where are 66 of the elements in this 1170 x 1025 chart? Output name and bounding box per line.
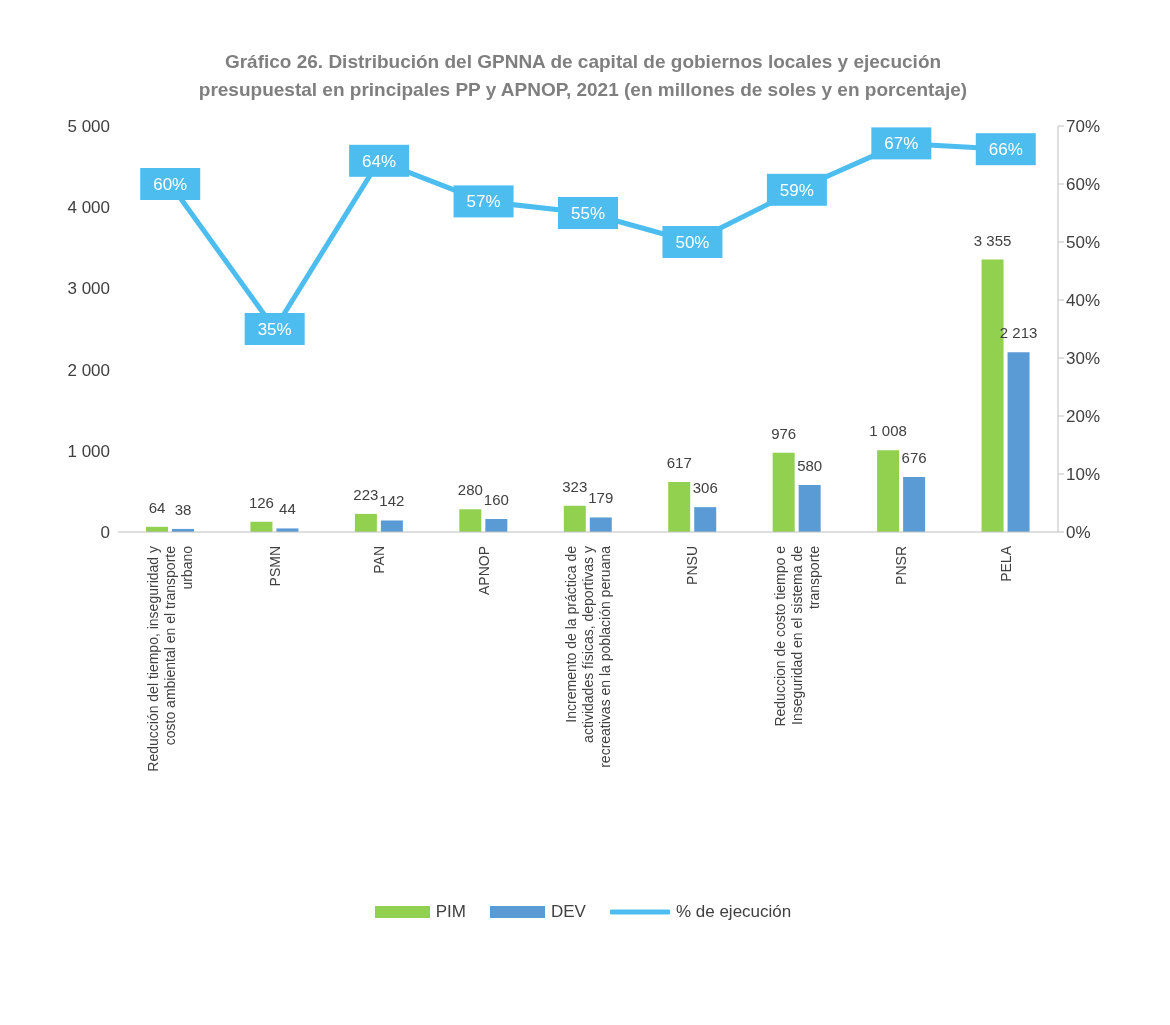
data-label: 64% — [362, 151, 397, 171]
data-label: 66% — [988, 140, 1023, 160]
x-tick-label: PSMN — [266, 546, 283, 587]
y-tick-label: 0 — [100, 523, 110, 543]
bar — [668, 481, 691, 532]
y-tick-label: 5 000 — [67, 117, 110, 137]
data-label: 35% — [257, 320, 292, 339]
data-label: 44 — [279, 500, 296, 518]
legend-label: DEV — [549, 902, 586, 922]
chart-title: Gráfico 26. Distribución del GPNNA de capital de gobiernos locales y ejecución presupuestal en principales PP y APNOP, 2021 (en millones de soles y en porcentaje) — [197, 50, 969, 102]
data-label: 38 — [174, 500, 192, 518]
y2-tick-label: 60% — [1066, 175, 1101, 195]
x-tick-label: PELA — [997, 545, 1014, 582]
data-label: 60% — [153, 175, 188, 194]
bar — [903, 477, 926, 532]
y-tick-label: 1 000 — [67, 441, 110, 461]
x-tick-label: PAN — [371, 546, 388, 574]
bar — [459, 509, 482, 532]
x-tick-label: APNOP — [475, 546, 492, 596]
bar — [563, 505, 586, 532]
x-tick-label: Reducción del tiempo, inseguridad y costo ambiental en el transporte urbano — [145, 545, 196, 772]
data-label: 50% — [675, 233, 710, 252]
y2-tick-label: 0% — [1066, 523, 1091, 543]
bar — [877, 450, 900, 532]
bar — [354, 513, 377, 532]
y-tick-label: 2 000 — [67, 360, 110, 380]
data-label: 55% — [570, 204, 606, 223]
y2-tick-label: 40% — [1066, 291, 1101, 311]
data-label: 59% — [779, 180, 814, 200]
data-label: 580 — [797, 456, 823, 474]
x-tick-label: PNSR — [893, 546, 910, 585]
data-label: 617 — [666, 453, 692, 471]
data-label: 676 — [901, 449, 927, 467]
y2-tick-label: 70% — [1066, 117, 1101, 137]
bar — [772, 452, 795, 532]
x-tick-label: Reduccion de costo tiempo e Inseguridad en el sistema de transporte — [771, 545, 822, 727]
bar — [1007, 352, 1030, 532]
data-label: 142 — [379, 492, 405, 510]
bar — [380, 520, 403, 532]
data-label: 323 — [562, 477, 588, 495]
data-label: 64 — [148, 498, 166, 516]
data-label: 306 — [692, 479, 718, 497]
data-label: 280 — [457, 481, 483, 499]
data-label: 160 — [483, 491, 509, 509]
data-label: 976 — [771, 424, 797, 442]
bar — [694, 507, 717, 532]
bar — [485, 519, 508, 532]
data-label: 223 — [353, 485, 379, 503]
legend-label: % de ejecución — [674, 902, 792, 922]
y2-tick-label: 50% — [1066, 233, 1101, 253]
y-tick-label: 3 000 — [67, 279, 110, 299]
bar — [798, 484, 821, 532]
y-tick-label: 4 000 — [67, 198, 110, 218]
data-label: 1 008 — [869, 422, 907, 440]
data-label: 3 355 — [973, 231, 1012, 249]
x-tick-label: Incremento de la práctica de actividades físicas, deportivas y recreativas en la población peruana — [563, 545, 613, 768]
data-label: 126 — [248, 493, 274, 511]
data-label: 57% — [466, 192, 501, 212]
data-label: 179 — [588, 489, 614, 507]
bar — [589, 517, 612, 532]
legend-label: PIM — [434, 902, 466, 922]
y2-tick-label: 20% — [1066, 407, 1101, 427]
y2-tick-label: 30% — [1066, 349, 1101, 369]
x-tick-label: PNSU — [684, 546, 701, 585]
y2-tick-label: 10% — [1066, 465, 1101, 485]
data-label: 67% — [884, 134, 919, 154]
